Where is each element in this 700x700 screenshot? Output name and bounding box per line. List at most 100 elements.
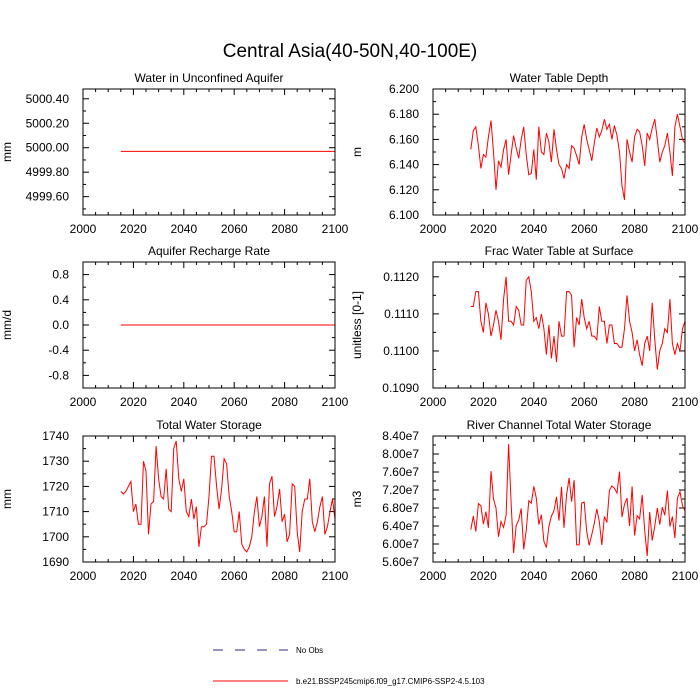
y-tick-label: 7.20e7 <box>382 483 419 497</box>
x-tick-label: 2020 <box>120 395 147 409</box>
y-axis-label: mm <box>0 489 14 509</box>
panel-2: Water Table Depth m 2000 2020 2040 2060 2080 21… <box>350 71 699 236</box>
x-tick-label: 2080 <box>271 395 298 409</box>
plot-frame <box>432 435 686 563</box>
panel-5: Total Water Storage mm 2000 2020 2040 2060 208… <box>0 418 349 583</box>
figure-title: Central Asia(40-50N,40-100E) <box>223 41 478 62</box>
y-tick-label: 8.40e7 <box>382 429 419 443</box>
y-axis-label: mm <box>0 142 14 162</box>
x-tick-label: 2020 <box>470 395 497 409</box>
x-tick-label: 2060 <box>571 569 598 583</box>
y-tick-label: 5000.40 <box>26 92 70 106</box>
y-tick-label: 8.00e7 <box>382 447 419 461</box>
y-tick-label: 0.1090 <box>382 381 419 395</box>
x-tick-label: 2000 <box>420 569 447 583</box>
x-tick-label: 2020 <box>120 222 147 236</box>
y-tick-label: 0.1120 <box>383 270 419 284</box>
legend: No Obs b.e21.BSSP245cmip6.f09_g17.CMIP6-… <box>213 646 485 686</box>
y-tick-label: 6.120 <box>389 183 419 197</box>
panel-title: Frac Water Table at Surface <box>485 244 634 258</box>
panel-4: Frac Water Table at Surface unitless [0-1… <box>350 244 699 409</box>
legend-label-model: b.e21.BSSP245cmip6.f09_g17.CMIP6-SSP2-4.… <box>296 677 485 686</box>
x-tick-label: 2060 <box>221 569 248 583</box>
x-tick-label: 2100 <box>672 222 699 236</box>
y-tick-label: 0.0 <box>52 318 69 332</box>
x-tick-label: 2100 <box>322 222 349 236</box>
x-tick-label: 2020 <box>120 569 147 583</box>
y-tick-label: 0.8 <box>52 268 69 282</box>
y-tick-label: 6.100 <box>389 208 419 222</box>
y-tick-label: 6.40e7 <box>382 519 419 533</box>
panel-title: Aquifer Recharge Rate <box>148 244 270 258</box>
x-tick-label: 2080 <box>621 222 648 236</box>
y-axis-label: m <box>350 147 364 157</box>
plot-frame <box>432 88 686 216</box>
legend-label-no-obs: No Obs <box>296 646 323 655</box>
y-tick-label: 1710 <box>42 505 69 519</box>
panels: Water in Unconfined Aquifer mm 2000 2020 204… <box>0 71 699 583</box>
series-line <box>470 275 686 370</box>
x-tick-label: 2040 <box>170 222 197 236</box>
panel-title: Water in Unconfined Aquifer <box>135 71 284 85</box>
x-tick-label: 2000 <box>420 222 447 236</box>
x-tick-label: 2100 <box>322 395 349 409</box>
y-tick-label: 1730 <box>42 454 69 468</box>
x-tick-label: 2000 <box>70 395 97 409</box>
y-tick-label: 4999.60 <box>26 190 70 204</box>
y-tick-label: 4999.80 <box>26 165 70 179</box>
y-tick-label: 5000.20 <box>26 116 70 130</box>
panel-title: River Channel Total Water Storage <box>467 418 652 432</box>
x-tick-label: 2060 <box>221 222 248 236</box>
y-tick-label: 7.60e7 <box>382 465 419 479</box>
x-tick-label: 2080 <box>271 222 298 236</box>
panel-6: River Channel Total Water Storage m3 2000 2… <box>350 418 699 583</box>
series-line <box>470 444 686 557</box>
x-tick-label: 2040 <box>170 395 197 409</box>
x-tick-label: 2040 <box>520 222 547 236</box>
y-tick-label: 1740 <box>42 429 69 443</box>
x-tick-label: 2080 <box>621 395 648 409</box>
x-tick-label: 2000 <box>420 395 447 409</box>
panel-3: Aquifer Recharge Rate mm/d 2000 2020 2040 206… <box>0 244 349 409</box>
x-tick-label: 2100 <box>672 395 699 409</box>
x-tick-label: 2100 <box>672 569 699 583</box>
plot-frame <box>82 88 336 216</box>
y-tick-label: 0.1100 <box>383 344 419 358</box>
panel-title: Total Water Storage <box>156 418 262 432</box>
y-tick-label: 0.1110 <box>384 307 419 321</box>
y-axis-label: mm/d <box>0 310 14 340</box>
y-tick-label: 1720 <box>42 479 69 493</box>
y-tick-label: 0.4 <box>52 293 69 307</box>
x-tick-label: 2060 <box>571 222 598 236</box>
y-tick-label: -0.4 <box>48 343 69 357</box>
x-tick-label: 2060 <box>571 395 598 409</box>
y-tick-label: 6.160 <box>389 132 419 146</box>
x-tick-label: 2100 <box>322 569 349 583</box>
x-tick-label: 2020 <box>470 222 497 236</box>
y-tick-label: 6.140 <box>389 158 419 172</box>
x-tick-label: 2040 <box>170 569 197 583</box>
y-tick-label: 6.180 <box>389 107 419 121</box>
y-tick-label: -0.8 <box>48 368 69 382</box>
y-axis-label: m3 <box>350 490 364 507</box>
y-tick-label: 1700 <box>42 530 69 544</box>
series-line <box>120 440 336 553</box>
series-line <box>470 114 686 200</box>
y-tick-label: 5000.00 <box>26 141 70 155</box>
x-tick-label: 2040 <box>520 395 547 409</box>
y-tick-label: 6.80e7 <box>382 501 419 515</box>
x-tick-label: 2060 <box>221 395 248 409</box>
panel-1: Water in Unconfined Aquifer mm 2000 2020 204… <box>0 71 349 236</box>
y-tick-label: 6.00e7 <box>382 537 419 551</box>
plot-frame <box>82 261 336 389</box>
y-axis-label: unitless [0-1] <box>350 291 364 359</box>
plot-frame <box>432 261 686 389</box>
x-tick-label: 2020 <box>470 569 497 583</box>
plot-frame <box>82 435 336 563</box>
x-tick-label: 2040 <box>520 569 547 583</box>
x-tick-label: 2080 <box>271 569 298 583</box>
x-tick-label: 2000 <box>70 569 97 583</box>
y-tick-label: 6.200 <box>389 82 419 96</box>
